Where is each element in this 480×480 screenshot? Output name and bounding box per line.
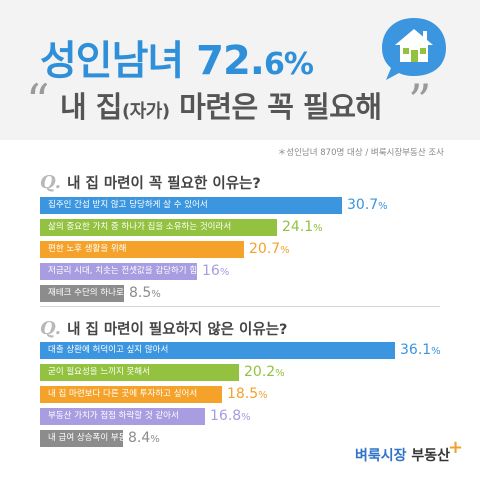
chart-2-value-number: 16.8 [210,408,242,424]
subline-small: (자가) [121,101,170,122]
chart-2-bar-label: 굳이 필요성을 느끼지 못해서 [48,367,150,377]
brand-logo: 벼룩시장 부동산+ [355,437,465,465]
house-bubble-icon [382,18,446,80]
chart-1-bar-value: 30.7% [347,197,388,215]
chart-1-value-unit: % [219,267,230,278]
chart-2-title-text: 내 집 마련이 필요하지 않은 이유는? [67,322,288,338]
chart-1-title-text: 내 집 마련이 꼭 필요한 이유는? [67,176,261,192]
chart-1-bar [40,241,244,258]
chart-2-bar [40,342,395,359]
chart-2-bar-value: 36.1% [400,342,441,360]
chart-2-bar [40,386,222,403]
chart-1-bar-label: 저금리 시대, 치솟는 전셋값을 감당하기 힘들어서 [48,266,221,276]
chart-1-bar-label: 재테크 수단의 하나로 필요 [48,288,143,298]
chart-2-value-number: 36.1 [400,342,432,358]
chart-2-value-unit: % [431,346,441,357]
chart-1-bar-label: 삶의 중요한 가치 중 하나가 집을 소유하는 것이라서 [48,222,232,232]
chart-1-bar-label: 집주인 간섭 받지 않고 당당하게 살 수 있어서 [48,200,208,210]
chart-2-bar [40,364,239,381]
chart-1-bar-value: 24.1% [282,219,323,237]
source-note: ＊성인남녀 870명 대상 / 벼룩시장부동산 조사 [277,148,444,158]
headline-percent: 6% [264,47,314,82]
chart-2-bar-value: 20.2% [244,364,285,382]
chart-1-value-number: 8.5 [129,285,152,301]
chart-1-value-unit: % [313,223,323,234]
chart-1-bar [40,219,277,236]
subline-start: 내 집 [60,90,122,124]
chart-2-bar-value: 16.8% [210,408,251,426]
chart-1-bar [40,197,342,214]
logo-part2: 부동산 [406,448,451,464]
subline-end: 마련은 꼭 필요해 [169,90,382,124]
chart-1-q-mark: Q. [40,172,62,193]
chart-2-value-number: 8.4 [128,430,151,446]
headline: 성인남녀 72.6% [40,28,314,86]
close-quote-mark: ” [408,74,432,128]
chart-2-bar-label: 내 집 마련보다 다른 곳에 투자하고 싶어서 [48,389,198,399]
divider [40,306,440,307]
chart-1-title: Q. 내 집 마련이 꼭 필요한 이유는? [40,172,261,193]
chart-1-value-unit: % [280,245,290,256]
chart-1-bar-value: 8.5% [129,285,161,303]
chart-2-value-unit: % [150,434,160,445]
chart-2-value-number: 20.2 [244,364,276,380]
chart-2-bar-value: 18.5% [227,386,268,404]
chart-1-bar [40,263,197,280]
chart-1-value-number: 16 [202,263,220,279]
chart-1-value-unit: % [151,289,161,300]
chart-1-bar-value: 20.7% [249,241,290,259]
chart-2-value-unit: % [258,390,268,401]
subline: 내 집(자가) 마련은 꼭 필요해 [60,84,382,126]
chart-1-value-unit: % [378,201,388,212]
chart-2-bar [40,430,123,447]
chart-2-bar-label: 내 급여 상승폭이 부동산 상승폭에 비해 너무 작아서 [48,433,232,443]
logo-plus: + [448,437,464,458]
open-quote-mark: “ [26,74,50,128]
chart-1-value-number: 30.7 [347,197,379,213]
chart-2-title: Q. 내 집 마련이 필요하지 않은 이유는? [40,318,287,339]
chart-1-bar [40,285,124,302]
chart-2-bar-label: 부동산 가치가 점점 하락할 것 같아서 [48,411,179,421]
chart-1-bar-label: 편한 노후 생활을 위해 [48,244,127,254]
chart-2-value-unit: % [241,412,251,423]
chart-2-value-number: 18.5 [227,386,259,402]
chart-1-value-number: 20.7 [249,241,281,257]
chart-2-bar [40,408,205,425]
headline-text: 성인남녀 72. [40,38,265,84]
chart-1-bar-value: 16% [202,263,229,281]
chart-2-value-unit: % [275,368,285,379]
chart-1-value-number: 24.1 [282,219,314,235]
logo-part1: 벼룩시장 [355,448,407,464]
chart-2-bar-label: 대출 상환에 허덕이고 싶지 않아서 [48,345,169,355]
chart-2-bar-value: 8.4% [128,430,160,448]
chart-2-q-mark: Q. [40,318,62,339]
